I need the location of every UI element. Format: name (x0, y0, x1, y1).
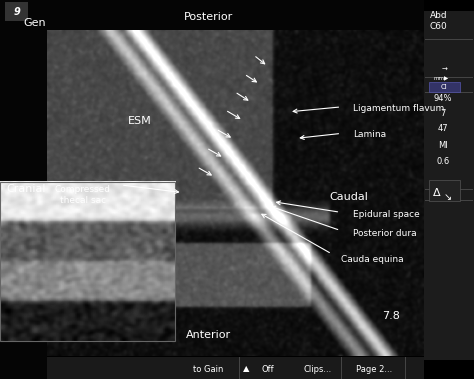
Text: Epidural space: Epidural space (353, 210, 420, 219)
Text: to Gain: to Gain (193, 365, 224, 374)
Text: Off: Off (262, 365, 274, 374)
Bar (0, 0, 47, 379)
Bar (0, 0, 424, 30)
Text: Δ: Δ (433, 188, 441, 198)
Text: MI: MI (438, 141, 448, 150)
Text: Anterior: Anterior (186, 330, 231, 340)
Text: Caudal: Caudal (329, 192, 368, 202)
Text: CI: CI (441, 84, 447, 90)
Bar (429, 82, 460, 92)
Text: 47: 47 (438, 124, 448, 133)
Text: ▲: ▲ (243, 364, 250, 373)
Bar (424, 11, 474, 360)
Bar (425, 189, 473, 190)
Bar (425, 39, 473, 40)
Text: Cauda equina: Cauda equina (341, 255, 404, 264)
Text: ↘: ↘ (444, 192, 452, 202)
Text: Abd
C60: Abd C60 (429, 11, 447, 31)
Text: Posterior dura: Posterior dura (353, 229, 417, 238)
Text: 7.8: 7.8 (382, 312, 400, 321)
Bar (5, 2, 28, 21)
Text: Clips...: Clips... (303, 365, 332, 374)
Text: Ligamentum flavum: Ligamentum flavum (353, 103, 445, 113)
Text: 0.6: 0.6 (437, 157, 450, 166)
Bar (405, 357, 406, 379)
Text: Compressed
thecal sac: Compressed thecal sac (55, 185, 111, 205)
Text: ESM: ESM (128, 116, 152, 126)
Text: 7: 7 (440, 109, 446, 118)
Text: →: → (441, 67, 447, 73)
Text: Gen: Gen (24, 18, 46, 28)
Bar (425, 77, 473, 78)
Bar (0, 182, 175, 341)
Text: Posterior: Posterior (184, 12, 233, 22)
Text: 9: 9 (13, 7, 20, 17)
Text: mm▶: mm▶ (433, 76, 448, 81)
Bar (429, 180, 460, 201)
Bar (341, 357, 342, 379)
Bar (425, 92, 473, 93)
Text: 94%: 94% (434, 94, 453, 103)
Bar (425, 200, 473, 201)
Text: Page 2...: Page 2... (356, 365, 392, 374)
Text: Lamina: Lamina (353, 130, 386, 139)
Text: Cranial: Cranial (6, 185, 46, 194)
Bar (47, 357, 424, 379)
